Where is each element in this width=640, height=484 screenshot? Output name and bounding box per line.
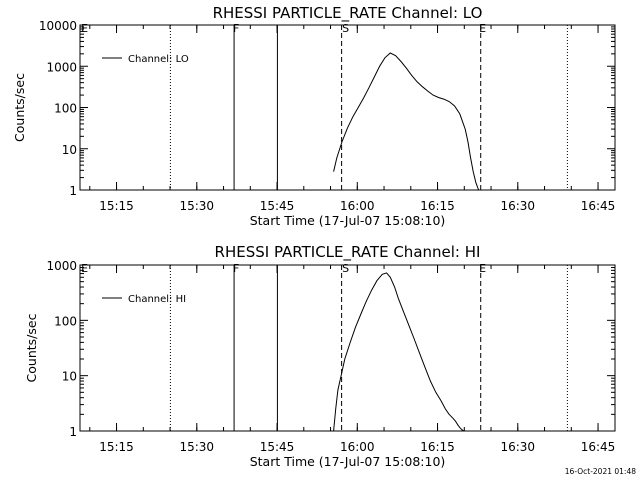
y-tick-label: 10000 [39,19,77,33]
x-tick-label: 16:15 [420,199,455,213]
x-axis-label: Start Time (17-Jul-07 15:08:10) [250,213,446,228]
series-line [333,272,465,432]
x-tick-label: 16:30 [500,199,535,213]
y-tick-label: 100 [54,314,77,328]
timestamp-footer: 16-Oct-2021 01:48 [565,467,636,476]
y-tick-label: 1000 [46,60,77,74]
x-tick-label: 16:15 [420,440,455,454]
legend-label: Channel: HI [128,294,186,305]
marker-label: E [81,22,88,35]
x-tick-label: 15:30 [179,440,214,454]
marker-label: F [233,22,239,35]
marker-label: E [479,262,486,275]
y-tick-label: 10 [62,143,77,157]
y-axis-label: Counts/sec [12,73,27,142]
y-tick-label: 1 [69,425,77,439]
chart-title: RHESSI PARTICLE_RATE Channel: HI [215,243,481,262]
chart-title: RHESSI PARTICLE_RATE Channel: LO [213,4,483,23]
plot-frame [79,24,616,191]
marker-label: S [342,262,349,275]
marker-label: E [81,262,88,275]
y-axis-label: Counts/sec [24,313,39,382]
x-axis-label: Start Time (17-Jul-07 15:08:10) [250,454,446,469]
y-tick-label: 100 [54,102,77,116]
y-tick-label: 1 [69,184,77,198]
x-tick-label: 15:45 [260,199,295,213]
x-tick-label: 16:30 [500,440,535,454]
marker-label: F [233,262,239,275]
x-tick-label: 15:30 [179,199,214,213]
marker-label: S [342,22,349,35]
x-tick-label: 16:00 [340,440,375,454]
x-tick-label: 15:45 [260,440,295,454]
x-tick-label: 16:00 [340,199,375,213]
x-tick-label: 16:45 [581,440,616,454]
series-line [333,52,480,191]
x-tick-label: 16:45 [581,199,616,213]
x-tick-label: 15:15 [99,440,134,454]
lo-channel-panel: RHESSI PARTICLE_RATE Channel: LO 1 10 100 10… [12,4,616,228]
plot-frame [79,264,616,432]
y-tick-label: 10 [62,370,77,384]
y-tick-label: 1000 [46,259,77,273]
x-tick-label: 15:15 [99,199,134,213]
hi-channel-panel: RHESSI PARTICLE_RATE Channel: HI 1 10 100 10… [24,243,616,469]
legend-label: Channel: LO [128,54,189,65]
marker-label: E [479,22,486,35]
